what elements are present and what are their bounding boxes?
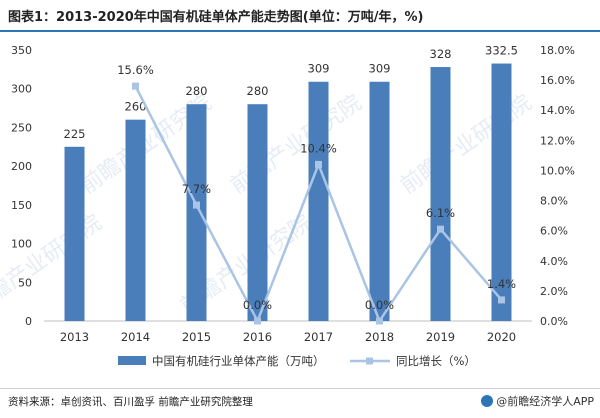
legend-line-label: 同比增长（%） <box>396 354 476 368</box>
growth-value-label: 0.0% <box>243 298 272 312</box>
growth-value-label: 6.1% <box>426 206 455 220</box>
bar <box>247 104 268 321</box>
y-left-tick-label: 300 <box>11 83 32 96</box>
bar-value-label: 332.5 <box>485 44 518 58</box>
legend-bar-label: 中国有机硅行业单体产能（万吨） <box>152 354 325 368</box>
growth-value-label: 7.7% <box>182 182 211 196</box>
legend-line-marker <box>366 357 373 365</box>
y-left-tick-label: 250 <box>11 121 32 134</box>
bar <box>186 104 207 321</box>
x-tick-label: 2016 <box>243 330 272 344</box>
y-right-tick-label: 10.0% <box>540 164 575 177</box>
bar-value-label: 260 <box>125 100 147 114</box>
bar <box>491 63 512 322</box>
bar-value-label: 309 <box>369 62 391 76</box>
growth-point <box>498 296 505 304</box>
growth-point <box>437 225 444 233</box>
bar-value-label: 328 <box>430 47 452 61</box>
watermark: 前瞻产业研究院 <box>396 90 537 199</box>
growth-point <box>315 160 322 168</box>
y-right-tick-label: 2.0% <box>540 285 568 298</box>
growth-point <box>132 82 139 90</box>
bar <box>64 146 85 321</box>
y-right-tick-label: 0.0% <box>540 315 568 328</box>
source-note: 资料来源：卓创资讯、百川盈孚 前瞻产业研究院整理 <box>8 396 253 408</box>
y-left-tick-label: 150 <box>11 199 32 212</box>
x-tick-label: 2013 <box>60 330 89 344</box>
y-right-tick-label: 6.0% <box>540 225 568 238</box>
y-right-tick-label: 12.0% <box>540 134 575 147</box>
y-left-tick-label: 0 <box>25 315 32 328</box>
x-tick-label: 2020 <box>487 330 516 344</box>
y-left-tick-label: 200 <box>11 160 32 173</box>
brand-logo-text: @前瞻经济学人APP <box>496 395 594 408</box>
growth-point <box>193 201 200 209</box>
brand-logo: @前瞻经济学人APP <box>481 393 594 409</box>
growth-value-label: 0.0% <box>365 298 394 312</box>
footer-divider <box>0 388 600 389</box>
y-right-tick-label: 8.0% <box>540 195 568 208</box>
watermark: 前瞻产业研究院 <box>0 210 107 319</box>
x-tick-label: 2017 <box>304 330 333 344</box>
x-tick-label: 2014 <box>121 330 150 344</box>
y-right-tick-label: 16.0% <box>540 74 575 87</box>
y-left-tick-label: 50 <box>18 276 32 289</box>
bar <box>430 67 451 321</box>
brand-logo-icon <box>481 395 494 407</box>
y-right-tick-label: 14.0% <box>540 104 575 117</box>
watermark: 前瞻产业研究院 <box>226 90 367 199</box>
bar-value-label: 280 <box>247 84 269 98</box>
y-right-tick-label: 4.0% <box>540 255 568 268</box>
bar-value-label: 225 <box>64 127 86 141</box>
x-tick-label: 2015 <box>182 330 211 344</box>
growth-value-label: 15.6% <box>117 63 154 77</box>
x-tick-label: 2018 <box>365 330 394 344</box>
bar <box>308 81 329 321</box>
growth-point <box>376 317 383 325</box>
y-right-tick-label: 18.0% <box>540 44 575 57</box>
bar <box>369 81 390 321</box>
y-left-tick-label: 350 <box>11 44 32 57</box>
growth-value-label: 10.4% <box>300 141 337 155</box>
growth-point <box>254 317 261 325</box>
growth-value-label: 1.4% <box>487 277 516 291</box>
x-tick-label: 2019 <box>426 330 455 344</box>
title-bar: 图表1：2013-2020年中国有机硅单体产能走势图(单位：万吨/年，%) <box>0 0 600 32</box>
bar-value-label: 309 <box>308 62 330 76</box>
chart-title: 图表1：2013-2020年中国有机硅单体产能走势图(单位：万吨/年，%) <box>8 10 424 25</box>
bar-value-label: 280 <box>186 84 208 98</box>
legend-bar-swatch <box>118 356 146 365</box>
bar <box>125 119 146 321</box>
y-left-tick-label: 100 <box>11 238 32 251</box>
